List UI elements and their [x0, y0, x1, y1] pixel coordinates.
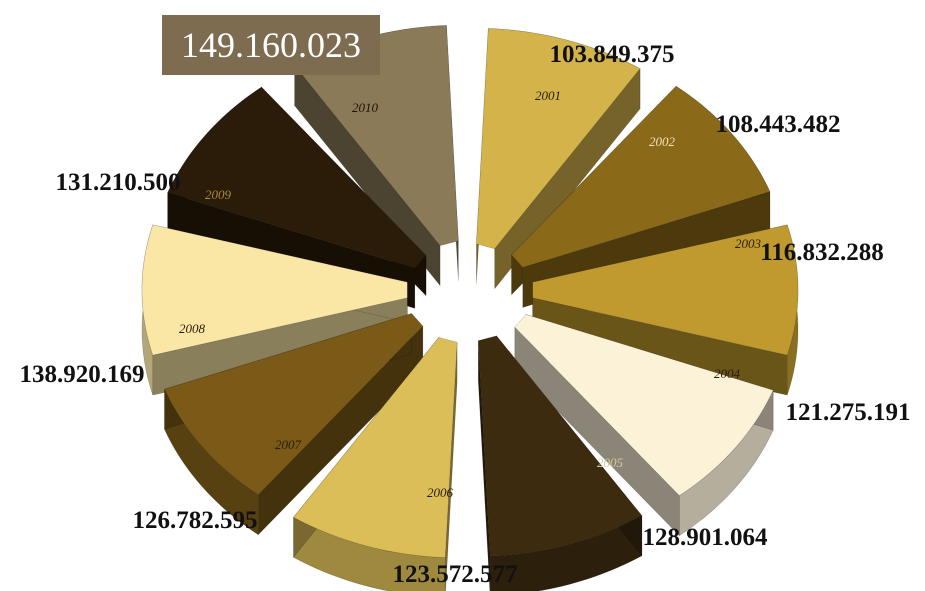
- pie-slice-2005: [477, 334, 643, 591]
- slice-year-label-2008: 2008: [179, 321, 206, 336]
- slice-value-label-2009: 131.210.500: [56, 169, 181, 196]
- pie-slice-2006: [293, 336, 458, 591]
- slice-year-label-2003: 2003: [735, 236, 762, 251]
- pie-slice-2003: [532, 224, 799, 396]
- pie-slice-2004: [514, 314, 774, 537]
- slice-year-label-2002: 2002: [649, 134, 676, 149]
- slice-year-label-2006: 2006: [427, 485, 454, 500]
- slice-year-label-2010: 2010: [352, 100, 379, 115]
- slice-value-label-2003: 116.832.288: [760, 239, 884, 266]
- slice-year-label-2007: 2007: [275, 437, 302, 452]
- pie-slice-2007: [164, 313, 424, 536]
- slice-value-label-2002: 108.443.482: [716, 111, 841, 138]
- slice-year-label-2001: 2001: [535, 88, 561, 103]
- slice-year-label-2004: 2004: [714, 366, 741, 381]
- slice-value-label-2004: 121.275.191: [786, 399, 911, 426]
- pie-slice-2008: [141, 224, 408, 396]
- highlight-total-box: 149.160.023: [162, 15, 380, 75]
- slice-value-label-2007: 126.782.595: [133, 507, 258, 534]
- slice-value-label-2008: 138.920.169: [20, 361, 145, 388]
- slice-year-label-2005: 2005: [597, 455, 624, 470]
- slice-value-label-2006: 123.572.577: [393, 561, 518, 588]
- slice-year-label-2009: 2009: [205, 187, 232, 202]
- pie-slice-2001: [476, 28, 641, 290]
- slice-value-label-2005: 128.901.064: [643, 524, 769, 551]
- slice-value-label-2001: 103.849.375: [550, 41, 675, 68]
